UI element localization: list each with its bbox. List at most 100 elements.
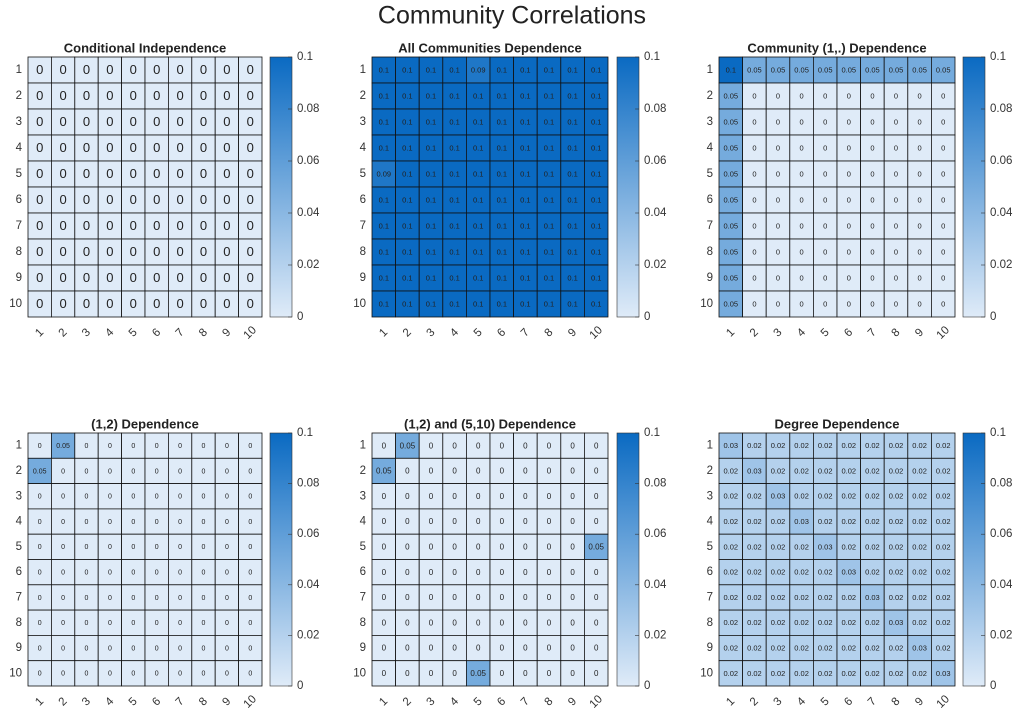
cell-label: 0 — [870, 169, 874, 178]
cell-label: 0.1 — [544, 273, 554, 282]
cell-label: 0 — [178, 544, 182, 551]
cell-label: 0.02 — [936, 542, 951, 551]
cell — [238, 290, 263, 318]
cell-label: 0 — [36, 192, 43, 207]
cell-label: 0 — [225, 443, 229, 450]
cell-label: 0 — [176, 62, 183, 77]
cell-label: 0.1 — [544, 143, 554, 152]
cell-label: 0 — [823, 195, 827, 204]
cell-label: 0.1 — [402, 117, 412, 126]
cell-label: 0.05 — [723, 91, 738, 100]
cell-label: 0 — [83, 244, 90, 259]
cell-label: 0 — [223, 244, 230, 259]
cell-label: 0 — [248, 671, 252, 678]
cell-label: 0.02 — [794, 669, 809, 678]
cell-label: 0 — [130, 62, 137, 77]
x-tick-label: 10 — [242, 693, 260, 711]
cell-label: 0 — [200, 244, 207, 259]
cell-label: 0.05 — [723, 143, 738, 152]
cell-label: 0 — [594, 441, 599, 450]
cell-label: 0.1 — [520, 169, 530, 178]
cell-label: 0.1 — [544, 195, 554, 204]
cell-label: 0 — [776, 247, 780, 256]
colorbar-tick-label: 0.04 — [297, 579, 320, 591]
cell-label: 0 — [847, 91, 851, 100]
cell-label: 0.05 — [794, 65, 809, 74]
cell-label: 0 — [225, 645, 229, 652]
cell-label: 0 — [594, 644, 599, 653]
cell-label: 0.05 — [723, 169, 738, 178]
cell-label: 0.1 — [520, 247, 530, 256]
y-tick-label: 1 — [707, 64, 713, 76]
colorbar-tick-label: 0.04 — [297, 207, 320, 219]
cell-label: 0 — [570, 467, 575, 476]
cell-label: 0 — [202, 569, 206, 576]
cell-label: 0.1 — [402, 91, 412, 100]
cell-label: 0.02 — [936, 517, 951, 526]
cell-label: 0.02 — [747, 568, 762, 577]
cell-label: 0.1 — [591, 221, 601, 230]
cell-label: 0.03 — [912, 644, 927, 653]
cell-label: 0 — [752, 143, 756, 152]
y-tick-label: 5 — [360, 168, 366, 180]
cell-label: 0 — [894, 91, 898, 100]
cell-label: 0 — [941, 247, 945, 256]
cell-label: 0 — [752, 299, 756, 308]
cell-label: 0 — [202, 645, 206, 652]
colorbar-tick-label: 0.08 — [644, 103, 666, 115]
cell-label: 0 — [38, 544, 42, 551]
x-tick-label: 7 — [866, 696, 879, 709]
cell-label: 0.1 — [449, 65, 459, 74]
cell-label: 0.05 — [771, 65, 786, 74]
cell-label: 0 — [452, 492, 457, 501]
cell-label: 0 — [225, 468, 229, 475]
y-tick-label: 1 — [360, 440, 366, 452]
cell-label: 0.05 — [912, 65, 927, 74]
cell-label: 0.03 — [747, 466, 762, 475]
cell-label: 0.1 — [379, 143, 389, 152]
cell-label: 0 — [894, 195, 898, 204]
cell-label: 0.02 — [794, 618, 809, 627]
cell-label: 0.02 — [936, 441, 951, 450]
cell-label: 0 — [131, 595, 135, 602]
cell-label: 0 — [800, 273, 804, 282]
y-tick-label: 1 — [360, 64, 366, 76]
cell-label: 0.02 — [889, 568, 904, 577]
cell-label: 0.1 — [426, 143, 436, 152]
cell-label: 0.1 — [473, 273, 483, 282]
y-tick-label: 2 — [16, 90, 22, 102]
cell-label: 0 — [594, 492, 599, 501]
cell-label: 0 — [594, 517, 599, 526]
cell-label: 0.02 — [794, 542, 809, 551]
cell-label: 0.02 — [747, 618, 762, 627]
cell-label: 0 — [776, 117, 780, 126]
cell-label: 0.02 — [841, 618, 856, 627]
cell-label: 0 — [176, 270, 183, 285]
cell-label: 0 — [429, 492, 434, 501]
cell-label: 0 — [59, 140, 66, 155]
cell-label: 0.1 — [449, 91, 459, 100]
y-tick-label: 7 — [16, 220, 22, 232]
cell-label: 0 — [106, 296, 113, 311]
y-tick-label: 3 — [16, 490, 22, 502]
cell-label: 0 — [570, 644, 575, 653]
y-tick-label: 7 — [16, 591, 22, 603]
cell-label: 0 — [131, 494, 135, 501]
cell-label: 0.1 — [473, 221, 483, 230]
y-tick-label: 4 — [16, 142, 23, 154]
cell-label: 0 — [800, 247, 804, 256]
cell-label: 0 — [59, 244, 66, 259]
cell-label: 0.02 — [771, 517, 786, 526]
cell-label: 0.1 — [520, 273, 530, 282]
y-tick-label: 10 — [700, 298, 713, 310]
cell-label: 0 — [61, 595, 65, 602]
x-tick-label: 6 — [150, 327, 163, 340]
cell-label: 0 — [108, 443, 112, 450]
cell-label: 0 — [500, 467, 505, 476]
cell-label: 0.02 — [841, 517, 856, 526]
cell-label: 0 — [405, 542, 410, 551]
cell-label: 0.02 — [889, 466, 904, 475]
cell-label: 0 — [36, 166, 43, 181]
x-tick-label: 8 — [197, 327, 210, 340]
colorbar-tick-label: 0.04 — [644, 207, 667, 219]
